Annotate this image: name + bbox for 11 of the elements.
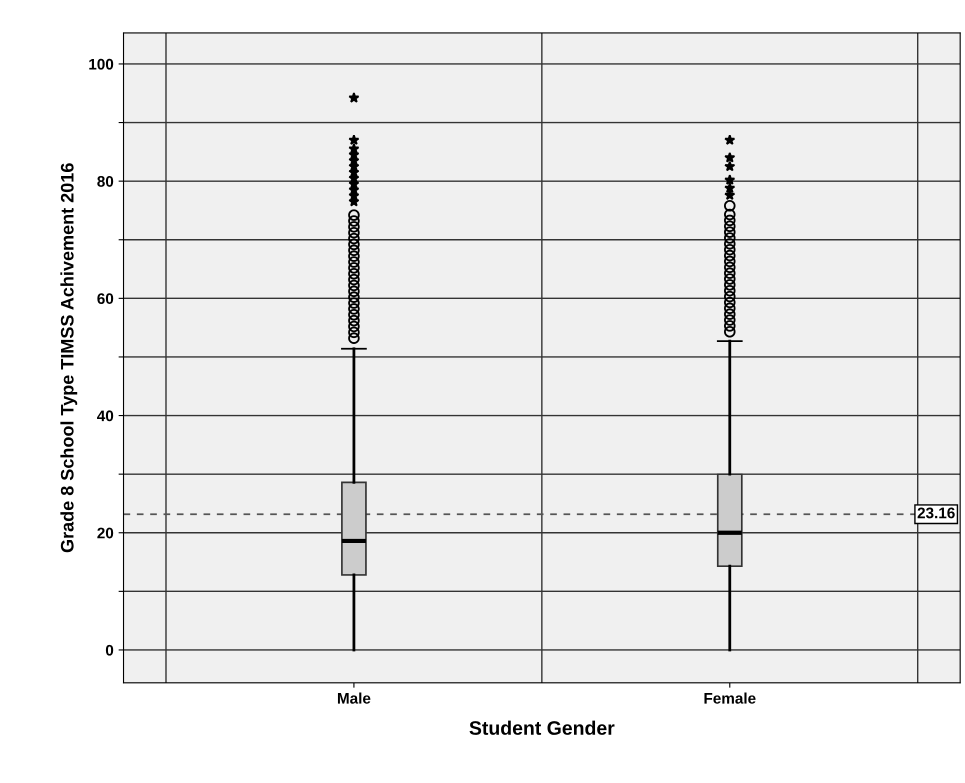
y-tick-label: 40 (97, 410, 114, 422)
y-tick-label: 0 (106, 644, 114, 656)
y-tick-label: 80 (97, 176, 114, 187)
x-tick-label: Male (338, 692, 370, 704)
y-tick-label: 60 (97, 293, 114, 304)
y-axis-title: Grade 8 School Type TIMSS Achivement 2016 (60, 163, 78, 552)
x-axis-title: Student Gender (469, 720, 614, 735)
y-tick-label: 20 (97, 528, 114, 538)
ref-line-label: 23.16 (918, 508, 955, 518)
x-tick-label: Female (704, 692, 756, 704)
y-tick-label: 100 (89, 58, 114, 70)
